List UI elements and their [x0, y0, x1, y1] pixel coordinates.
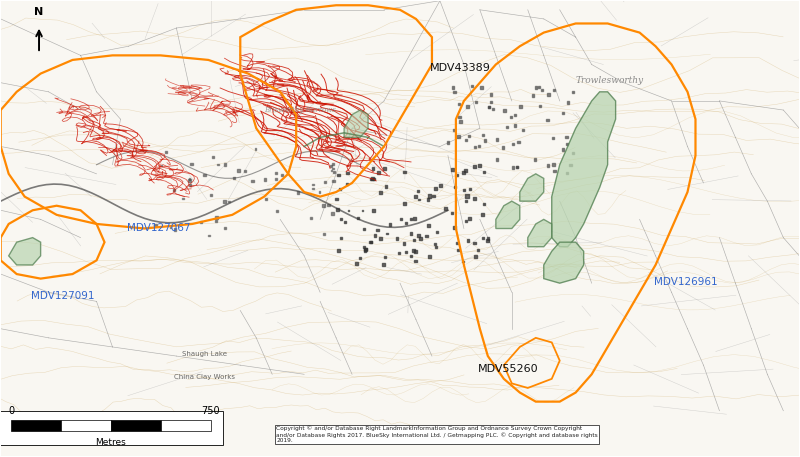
- Point: [371, 226, 384, 234]
- Point: [206, 153, 219, 160]
- Point: [183, 175, 196, 183]
- Point: [249, 145, 262, 153]
- Point: [326, 167, 338, 174]
- Point: [483, 104, 496, 111]
- Point: [218, 198, 231, 205]
- Bar: [111, 420, 161, 431]
- Point: [422, 196, 434, 203]
- Point: [510, 164, 523, 171]
- Point: [366, 175, 379, 182]
- Point: [210, 214, 223, 221]
- Point: [452, 247, 465, 254]
- Point: [497, 144, 510, 151]
- Point: [427, 192, 440, 199]
- Text: MDV126961: MDV126961: [654, 277, 718, 287]
- Polygon shape: [9, 238, 41, 265]
- Point: [227, 174, 240, 181]
- Point: [542, 162, 554, 169]
- Point: [447, 127, 460, 134]
- Point: [464, 186, 477, 193]
- Point: [232, 167, 245, 174]
- Point: [430, 185, 442, 192]
- Text: MDV55260: MDV55260: [478, 364, 539, 374]
- Point: [332, 247, 345, 254]
- Point: [490, 156, 503, 163]
- Point: [332, 171, 345, 179]
- Point: [461, 192, 474, 200]
- Point: [459, 166, 472, 174]
- Point: [342, 207, 355, 214]
- Point: [202, 232, 215, 239]
- Polygon shape: [544, 242, 584, 283]
- Bar: [11, 420, 61, 431]
- Point: [535, 86, 548, 94]
- Point: [238, 167, 251, 175]
- Point: [560, 170, 573, 177]
- Polygon shape: [520, 174, 544, 201]
- Point: [292, 189, 305, 197]
- Point: [270, 170, 282, 177]
- Point: [530, 84, 542, 91]
- Text: 750: 750: [202, 406, 220, 416]
- Point: [368, 175, 381, 183]
- Point: [327, 169, 340, 176]
- Point: [409, 257, 422, 265]
- Point: [458, 186, 470, 193]
- Point: [365, 239, 378, 246]
- Point: [557, 146, 570, 153]
- Point: [485, 90, 498, 98]
- Point: [177, 195, 190, 202]
- Point: [438, 205, 451, 213]
- Point: [218, 224, 231, 231]
- Point: [270, 175, 282, 183]
- Point: [528, 156, 541, 163]
- Point: [378, 253, 391, 260]
- Point: [547, 161, 560, 168]
- Point: [341, 170, 354, 177]
- Point: [330, 206, 343, 213]
- Point: [548, 86, 561, 94]
- Point: [271, 207, 284, 215]
- Point: [473, 162, 486, 170]
- Point: [450, 239, 463, 247]
- Point: [422, 192, 435, 200]
- Point: [485, 98, 498, 106]
- Point: [452, 133, 465, 140]
- Point: [460, 136, 473, 143]
- Point: [533, 83, 546, 90]
- Point: [514, 103, 527, 110]
- Point: [475, 84, 488, 91]
- Point: [398, 168, 410, 175]
- Point: [149, 221, 162, 228]
- Text: Shaugh Lake: Shaugh Lake: [182, 351, 227, 357]
- Point: [326, 165, 339, 172]
- Point: [356, 207, 369, 214]
- Point: [325, 163, 338, 170]
- Point: [461, 103, 474, 110]
- Point: [354, 255, 366, 262]
- Polygon shape: [528, 219, 552, 247]
- Point: [378, 165, 391, 172]
- Point: [459, 197, 472, 204]
- Point: [468, 163, 481, 170]
- Point: [446, 209, 459, 216]
- Point: [276, 171, 289, 178]
- Point: [430, 228, 443, 236]
- Point: [384, 221, 397, 228]
- Point: [498, 107, 511, 114]
- Point: [541, 116, 554, 123]
- Point: [526, 92, 539, 100]
- Point: [219, 161, 232, 168]
- Point: [454, 118, 467, 125]
- Point: [446, 84, 459, 91]
- Point: [548, 167, 561, 175]
- Point: [210, 218, 222, 225]
- Point: [313, 188, 326, 196]
- Point: [510, 163, 523, 170]
- Point: [448, 88, 461, 96]
- Point: [405, 215, 418, 222]
- Point: [430, 243, 442, 250]
- Point: [212, 161, 225, 168]
- Point: [486, 105, 499, 112]
